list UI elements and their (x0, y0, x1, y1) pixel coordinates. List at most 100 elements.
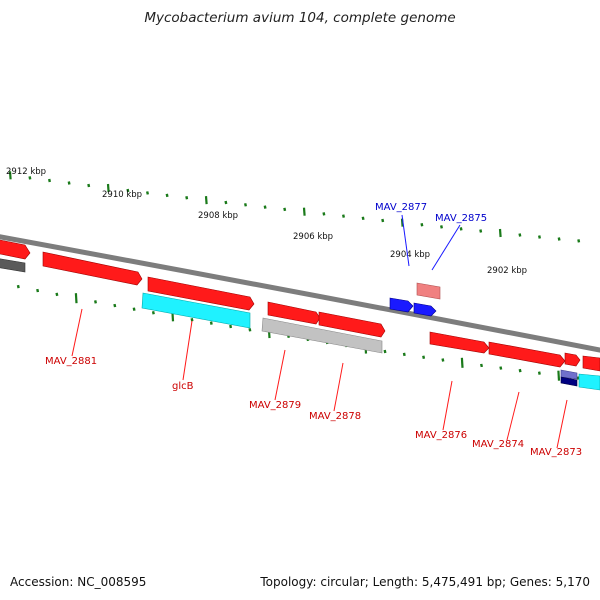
inner-tick-mark (537, 371, 541, 375)
outer-tick-mark (302, 207, 306, 216)
gene-feature (147, 276, 255, 311)
outer-tick-mark (381, 218, 385, 223)
gene-label: glcB (172, 381, 194, 392)
outer-tick-mark (577, 239, 581, 243)
gene-feature (318, 311, 386, 338)
inner-tick-mark (16, 284, 20, 289)
gene-feature (578, 373, 600, 391)
inner-tick-mark (74, 293, 78, 304)
outer-tick-marks (8, 171, 581, 243)
outer-tick-mark (224, 200, 228, 205)
gene-feature (416, 282, 441, 300)
inner-tick-mark (113, 303, 117, 308)
gene-label: MAV_2874 (472, 439, 524, 450)
inner-tick-mark (441, 358, 445, 362)
gene-label-leader (71, 308, 83, 357)
accession-text: Accession: NC_008595 (10, 575, 147, 589)
inner-tick-mark (190, 317, 194, 322)
outer-tick-mark (204, 196, 208, 205)
outer-tick-mark (185, 196, 189, 200)
outer-tick-mark (479, 229, 483, 233)
gene-feature (0, 239, 31, 260)
gene-label: MAV_2881 (45, 356, 97, 367)
outer-tick-mark (165, 193, 169, 198)
gene-feature (267, 301, 321, 325)
gene-label-leader (182, 320, 193, 381)
outer-tick-mark (126, 188, 130, 193)
inner-tick-mark (402, 352, 406, 357)
inner-tick-mark (557, 370, 561, 381)
scale-tick-label: 2902 kbp (487, 266, 527, 276)
outer-tick-mark (48, 178, 51, 183)
inner-tick-mark (499, 366, 503, 370)
gene-feature (42, 251, 143, 286)
gene-feature (582, 355, 600, 372)
inner-tick-marks (16, 284, 580, 381)
gene-feature (413, 302, 437, 317)
outer-tick-mark (146, 191, 149, 195)
inner-tick-mark (36, 288, 40, 293)
genome-summary-text: Topology: circular; Length: 5,475,491 bp… (260, 575, 590, 589)
outer-tick-mark (498, 228, 502, 238)
gene-feature (560, 369, 578, 380)
outer-tick-mark (342, 214, 345, 218)
outer-tick-mark (106, 183, 110, 193)
scale-tick-label: 2908 kbp (198, 211, 238, 221)
inner-tick-mark (209, 321, 213, 325)
scale-tick-label: 2904 kbp (390, 250, 430, 260)
inner-tick-mark (422, 355, 426, 359)
inner-tick-mark (480, 363, 483, 368)
gene-feature (429, 331, 490, 354)
inner-tick-mark (576, 376, 580, 380)
gene-label-leader (333, 362, 344, 412)
outer-tick-mark (263, 205, 267, 209)
outer-tick-mark (244, 203, 247, 207)
gene-label-leader (274, 349, 286, 401)
gene-feature (141, 292, 251, 329)
inner-tick-mark (383, 349, 387, 354)
scale-tick-label: 2912 kbp (6, 167, 46, 177)
gene-feature (560, 376, 578, 387)
outer-tick-mark (518, 233, 522, 237)
inner-tick-mark (248, 328, 252, 332)
gene-label-leader (401, 214, 410, 267)
outer-tick-mark (459, 227, 463, 231)
gene-label-leader (442, 380, 453, 431)
gene-label: MAV_2879 (249, 400, 301, 411)
gene-label: MAV_2875 (435, 213, 487, 224)
outer-tick-mark (283, 207, 287, 212)
outer-tick-mark (440, 225, 443, 229)
gene-feature (0, 258, 26, 273)
gene-label-leader (506, 391, 520, 441)
inner-tick-mark (55, 292, 59, 297)
gene-feature (389, 297, 414, 313)
inner-tick-mark (229, 324, 233, 329)
inner-tick-mark (518, 368, 522, 373)
gene-label-leader (431, 224, 461, 271)
gene-feature (261, 317, 383, 354)
inner-tick-mark (460, 357, 464, 368)
outer-tick-mark (420, 223, 424, 227)
gene-feature (564, 352, 581, 367)
outer-tick-mark (400, 218, 404, 227)
gene-label: MAV_2877 (375, 202, 427, 213)
outer-tick-mark (557, 237, 561, 241)
gene-label: MAV_2876 (415, 430, 467, 441)
genome-backbone (0, 234, 600, 353)
outer-tick-mark (28, 176, 32, 180)
scale-tick-label: 2910 kbp (102, 190, 142, 200)
outer-tick-mark (361, 216, 365, 221)
gene-label: MAV_2873 (530, 447, 582, 458)
gene-label-leader (556, 399, 568, 449)
outer-tick-mark (538, 235, 541, 239)
gene-features (0, 239, 600, 391)
inner-tick-mark (94, 300, 97, 304)
gene-labels: MAV_2881 glcB MAV_2879 MAV_2878 MAV_2877 MAV_… (45, 202, 582, 458)
gene-label: MAV_2878 (309, 411, 361, 422)
gene-feature (488, 341, 566, 368)
scale-tick-label: 2906 kbp (293, 232, 333, 242)
inner-tick-mark (132, 307, 136, 311)
scale-labels: 2912 kbp 2910 kbp 2908 kbp 2906 kbp 2904 kbp… (6, 167, 527, 276)
outer-tick-mark (8, 171, 12, 180)
